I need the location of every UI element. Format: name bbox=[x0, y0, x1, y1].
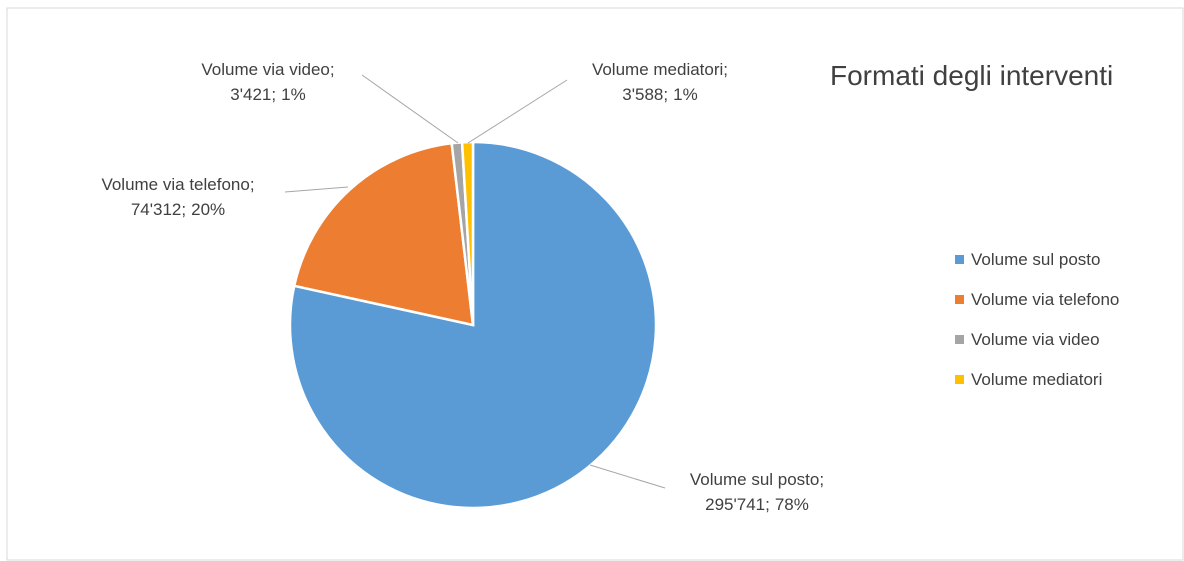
label-category: Volume sul posto bbox=[690, 470, 819, 489]
label-separator: ; bbox=[765, 495, 770, 514]
label-category: Volume via video bbox=[201, 60, 330, 79]
leader-line bbox=[361, 74, 459, 144]
label-separator: ; bbox=[330, 60, 335, 79]
label-value: 3'588 bbox=[622, 85, 663, 104]
label-separator: ; bbox=[723, 60, 728, 79]
label-value: 295'741 bbox=[705, 495, 765, 514]
data-label: 3'421; 1% bbox=[230, 85, 305, 104]
label-category: Volume via telefono bbox=[101, 175, 249, 194]
chart-title: Formati degli interventi bbox=[830, 60, 1113, 91]
label-separator: ; bbox=[250, 175, 255, 194]
label-percent: 20% bbox=[191, 200, 225, 219]
legend-swatch bbox=[955, 255, 964, 264]
data-label: 295'741; 78% bbox=[705, 495, 809, 514]
leader-line bbox=[589, 464, 666, 489]
leader-line bbox=[467, 79, 568, 144]
legend-swatch bbox=[955, 335, 964, 344]
data-label: Volume mediatori; bbox=[592, 60, 728, 79]
data-label: Volume sul posto; bbox=[690, 470, 824, 489]
leader-line bbox=[284, 186, 349, 193]
legend-swatch bbox=[955, 295, 964, 304]
label-percent: 78% bbox=[775, 495, 809, 514]
label-percent: 1% bbox=[673, 85, 698, 104]
legend-label: Volume via video bbox=[971, 330, 1100, 349]
data-label: Volume via video; bbox=[201, 60, 334, 79]
legend-swatch bbox=[955, 375, 964, 384]
label-value: 3'421 bbox=[230, 85, 271, 104]
label-separator: ; bbox=[663, 85, 668, 104]
label-separator: ; bbox=[181, 200, 186, 219]
data-label: 74'312; 20% bbox=[131, 200, 225, 219]
legend-label: Volume via telefono bbox=[971, 290, 1119, 309]
data-label: 3'588; 1% bbox=[622, 85, 697, 104]
label-category: Volume mediatori bbox=[592, 60, 723, 79]
label-percent: 1% bbox=[281, 85, 306, 104]
label-separator: ; bbox=[819, 470, 824, 489]
pie-slice bbox=[292, 141, 475, 327]
pie-slice bbox=[460, 140, 475, 326]
legend-label: Volume sul posto bbox=[971, 250, 1100, 269]
data-label: Volume via telefono; bbox=[101, 175, 254, 194]
label-separator: ; bbox=[271, 85, 276, 104]
legend-label: Volume mediatori bbox=[971, 370, 1102, 389]
label-value: 74'312 bbox=[131, 200, 182, 219]
